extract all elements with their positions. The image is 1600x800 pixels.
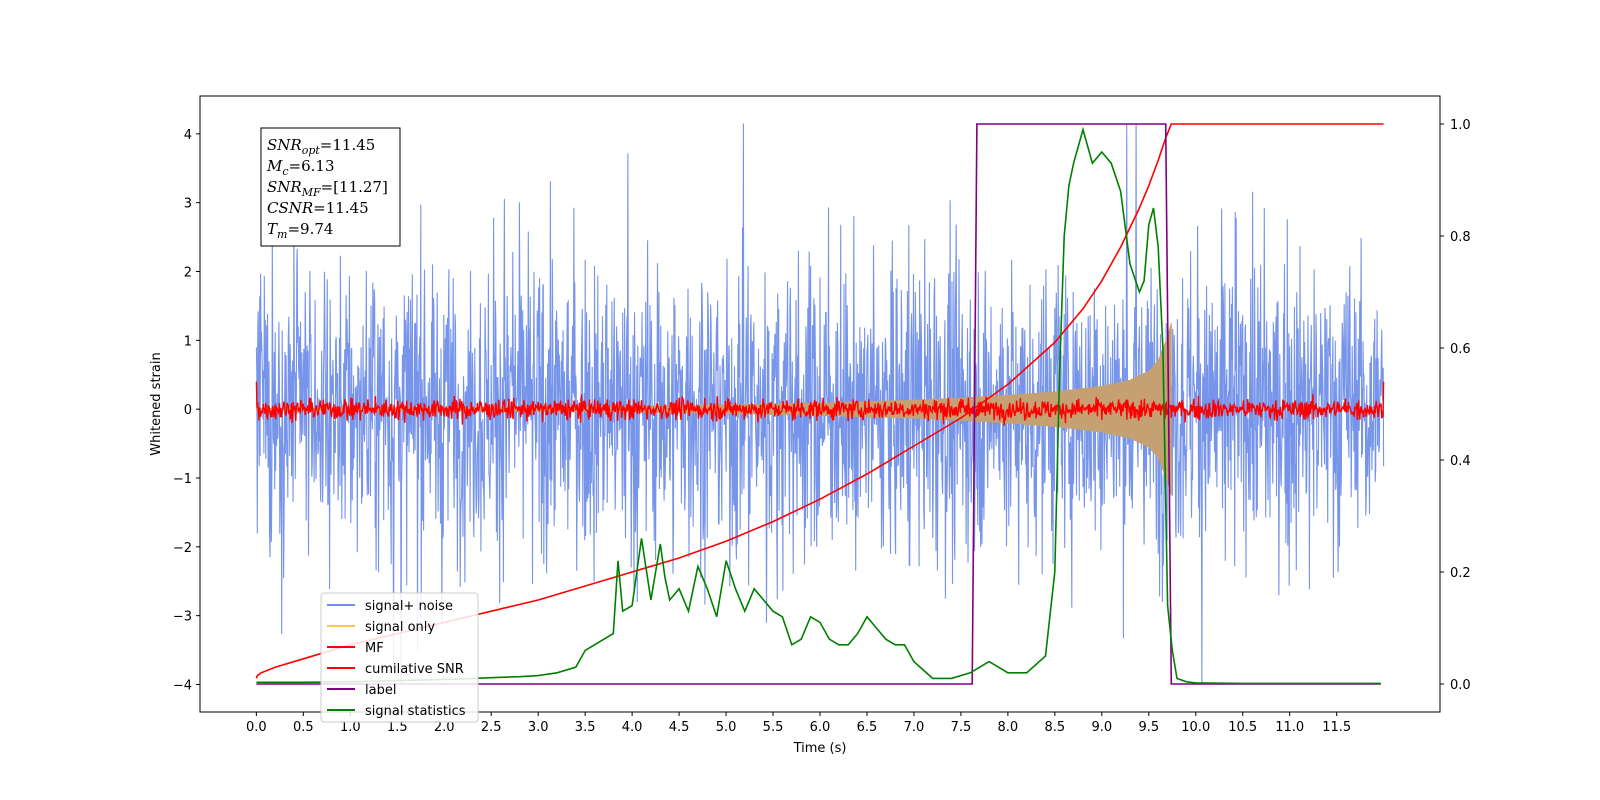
y2-tick-label: 1.0 xyxy=(1450,118,1471,133)
x-tick-label: 1.0 xyxy=(340,720,361,735)
x-tick-label: 4.5 xyxy=(669,720,690,735)
x-tick-label: 1.5 xyxy=(387,720,408,735)
y-tick-label: −1 xyxy=(173,472,192,487)
x-tick-label: 7.5 xyxy=(951,720,972,735)
x-tick-label: 8.0 xyxy=(998,720,1019,735)
y2-tick-label: 0.2 xyxy=(1450,566,1471,581)
legend-label: signal+ noise xyxy=(365,599,453,614)
x-tick-label: 9.0 xyxy=(1091,720,1112,735)
annotation-frame xyxy=(260,127,401,247)
axis-layer: 0.0 0.5 1.0 1.5 2.0 2.5 3.0 3.5 4.0 4.5 5.0 5.5 6.0 6… xyxy=(173,118,1471,735)
x-tick-label: 0.0 xyxy=(246,720,267,735)
y-tick-label: −2 xyxy=(173,541,192,556)
x-tick-label: 11.0 xyxy=(1275,720,1304,735)
legend-label: MF xyxy=(365,641,384,656)
y-tick-label: 1 xyxy=(184,334,192,349)
x-axis-label: Time (s) xyxy=(793,741,847,756)
legend-label: signal only xyxy=(365,620,435,635)
series-signal-statistics xyxy=(256,126,1381,685)
y-tick-label: −3 xyxy=(173,610,192,625)
legend-label: cumilative SNR xyxy=(365,662,464,677)
legend-label: signal statistics xyxy=(365,704,466,719)
y-axis-label: Whitened strain xyxy=(149,352,164,455)
legend: signal+ noise signal only MF cumilative SNR… xyxy=(320,592,479,723)
y-tick-label: 4 xyxy=(184,128,192,143)
y2-tick-label: 0.6 xyxy=(1450,342,1471,357)
x-tick-label: 10.5 xyxy=(1228,720,1257,735)
x-tick-label: 6.0 xyxy=(810,720,831,735)
x-tick-label: 10.0 xyxy=(1181,720,1210,735)
x-tick-label: 7.0 xyxy=(904,720,925,735)
y2-tick-label: 0.0 xyxy=(1450,678,1471,693)
annotation-box: SNRopt=11.45Mc=6.13SNRMF=[11.27]CSNR=11.… xyxy=(260,127,401,247)
x-tick-label: 0.5 xyxy=(293,720,314,735)
x-tick-label: 3.0 xyxy=(528,720,549,735)
y-tick-label: 0 xyxy=(184,403,192,418)
x-tick-label: 8.5 xyxy=(1045,720,1066,735)
legend-frame xyxy=(320,592,479,723)
series-signal-noise xyxy=(255,123,1385,685)
y-tick-label: 3 xyxy=(184,197,192,212)
x-tick-label: 5.5 xyxy=(763,720,784,735)
annotation-line: Tm=9.74 xyxy=(267,220,333,241)
annotation-line: CSNR=11.45 xyxy=(267,199,369,217)
annotation-line: SNRopt=11.45 xyxy=(267,136,375,157)
x-tick-label: 9.5 xyxy=(1138,720,1159,735)
annotation-line: SNRMF=[11.27] xyxy=(267,178,388,199)
legend-label: label xyxy=(365,683,396,698)
x-tick-label: 3.5 xyxy=(575,720,596,735)
y2-tick-label: 0.4 xyxy=(1450,454,1471,469)
x-tick-label: 2.5 xyxy=(481,720,502,735)
y-tick-label: −4 xyxy=(173,678,192,693)
y2-tick-label: 0.8 xyxy=(1450,230,1471,245)
x-tick-label: 2.0 xyxy=(434,720,455,735)
annotation-line: Mc=6.13 xyxy=(266,157,335,178)
x-tick-label: 6.5 xyxy=(857,720,878,735)
x-tick-label: 4.0 xyxy=(622,720,643,735)
x-tick-label: 5.0 xyxy=(716,720,737,735)
y-tick-label: 2 xyxy=(184,266,192,281)
x-tick-label: 11.5 xyxy=(1322,720,1351,735)
series-label xyxy=(256,123,1381,685)
series-mf xyxy=(255,381,1385,426)
